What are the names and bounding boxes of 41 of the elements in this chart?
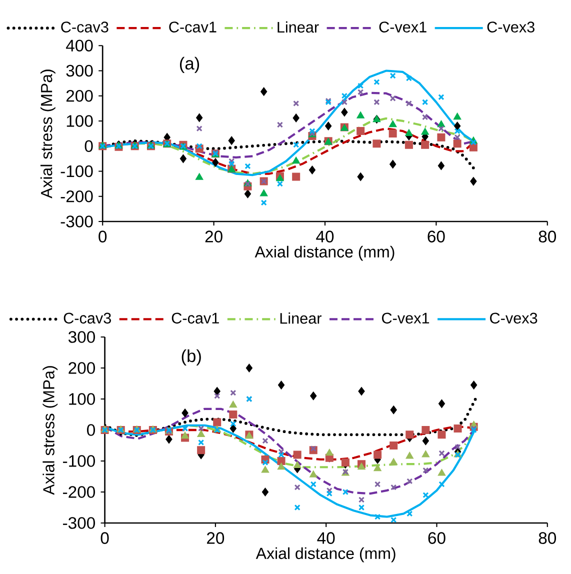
legend-label: C-cav1 — [172, 312, 219, 324]
y-axis-title: Axial stress (MPa) — [42, 366, 58, 495]
x-tick-label: 0 — [98, 230, 107, 242]
x-tick-label: 60 — [428, 230, 445, 242]
legend-label: C-vex3 — [490, 312, 538, 324]
x-tick-label: 40 — [317, 532, 335, 544]
y-axis-title: Axial stress (MPa) — [40, 70, 56, 198]
y-tick-label: -100 — [63, 455, 95, 467]
y-tick-label: -200 — [63, 486, 95, 498]
y-tick-label: 100 — [66, 115, 93, 127]
legend-label: Linear — [280, 312, 322, 324]
y-tick-label: -200 — [60, 190, 93, 202]
y-tick-label: 300 — [66, 64, 93, 77]
x-tick-label: 40 — [316, 230, 334, 242]
y-tick-label: 100 — [69, 393, 95, 405]
x-axis-title: Axial distance (mm) — [254, 246, 394, 261]
x-tick-label: 20 — [207, 532, 224, 544]
legend-label: C-vex3 — [487, 22, 534, 32]
x-axis-title: Axial distance (mm) — [256, 547, 396, 562]
legend-label: C-vex1 — [382, 312, 430, 324]
annotation: (a) — [180, 56, 200, 74]
y-tick-label: 200 — [66, 90, 93, 102]
y-tick-label: -100 — [60, 165, 93, 178]
legend-label: C-cav3 — [64, 312, 111, 324]
x-tick-label: 20 — [205, 230, 222, 242]
y-tick-label: 300 — [68, 331, 95, 343]
x-tick-label: 80 — [538, 532, 556, 544]
y-tick-label: 400 — [66, 40, 93, 52]
x-tick-label: 0 — [100, 532, 109, 544]
legend-label: C-cav3 — [61, 22, 108, 32]
y-tick-label: -300 — [63, 517, 95, 529]
annotation: (b) — [182, 349, 201, 366]
y-tick-label: 200 — [68, 362, 95, 374]
y-tick-label: 0 — [84, 140, 93, 152]
x-tick-label: 80 — [538, 230, 556, 242]
y-tick-label: -300 — [60, 216, 93, 228]
legend-label: C-vex1 — [379, 22, 426, 32]
x-tick-label: 60 — [428, 532, 446, 544]
legend-label: C-cav1 — [169, 22, 216, 32]
y-tick-label: 0 — [87, 424, 95, 436]
legend-label: Linear — [278, 21, 319, 33]
